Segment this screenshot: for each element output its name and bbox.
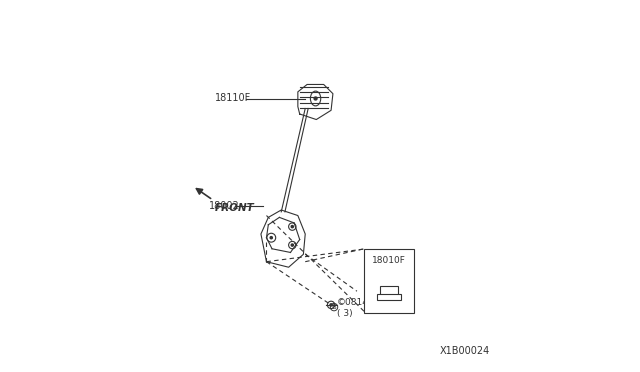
Circle shape (291, 244, 293, 246)
Text: 18110F: 18110F (215, 93, 251, 103)
Text: 18010F: 18010F (372, 256, 406, 265)
Text: 18002: 18002 (209, 201, 240, 211)
Circle shape (270, 237, 273, 239)
Text: FRONT: FRONT (215, 203, 255, 213)
Bar (364, 249, 414, 313)
Text: ©08146-6205G
( 3): ©08146-6205G ( 3) (337, 298, 408, 318)
Bar (380, 286, 399, 295)
Bar (378, 294, 401, 300)
Text: X1B00024: X1B00024 (440, 346, 490, 356)
Circle shape (314, 97, 317, 100)
Circle shape (330, 304, 332, 306)
Circle shape (388, 273, 390, 276)
Text: B: B (332, 304, 337, 310)
Circle shape (291, 225, 293, 228)
